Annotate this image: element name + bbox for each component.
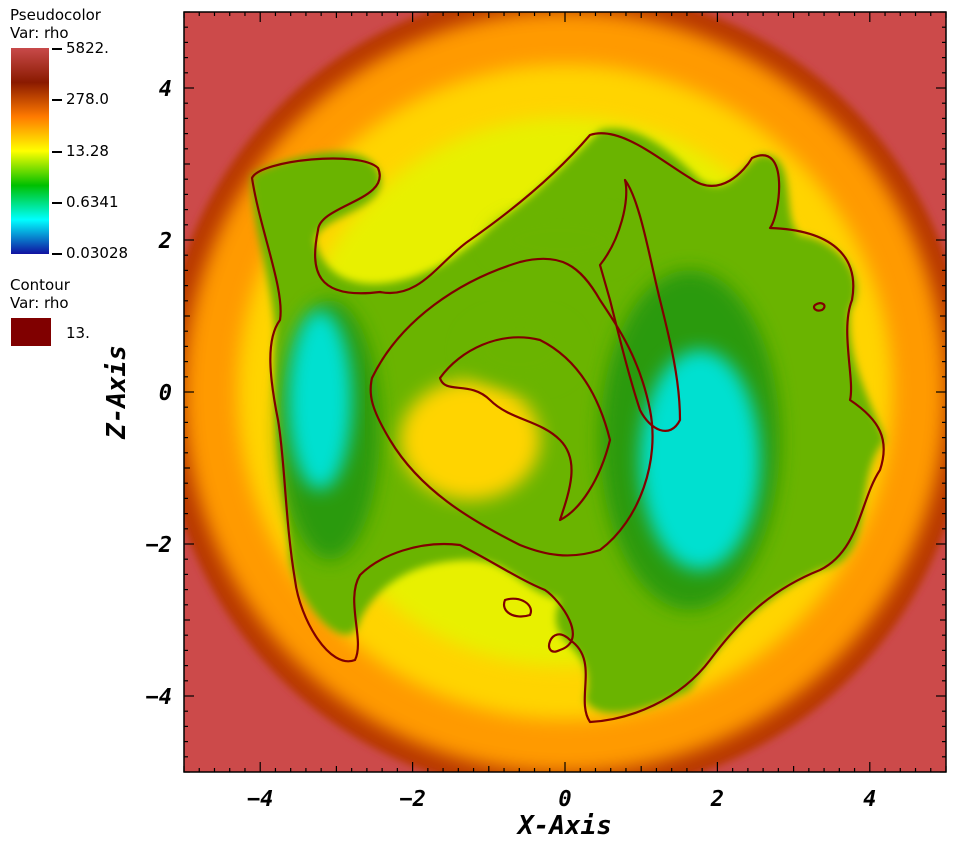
colorbar-tick-label: 13.28 (66, 142, 109, 160)
x-tick-label: −4 (247, 787, 274, 812)
contour-legend-title: Contour (10, 276, 70, 294)
pseudocolor-legend-title: Pseudocolor (10, 6, 101, 24)
x-axis-title: X-Axis (516, 811, 612, 841)
colorbar-tick-label: 0.6341 (66, 193, 119, 211)
colorbar-tick-mark (52, 202, 62, 204)
contour-lines (250, 132, 885, 724)
field-cyan-left (288, 310, 352, 490)
colorbar-tick-mark (52, 151, 62, 153)
field-green-arc (490, 210, 630, 270)
z-axis-title: Z-Axis (102, 345, 132, 440)
colorbar-tick-mark (52, 99, 62, 101)
axis-ticks (183, 11, 947, 773)
field-cyan-right (640, 350, 760, 570)
y-tick-label: 0 (159, 381, 172, 406)
colorbar-tick-mark (52, 253, 62, 255)
colorbar-tick-label: 278.0 (66, 90, 109, 108)
density-field (184, 12, 946, 772)
colorbar (11, 48, 49, 254)
x-tick-label: 4 (863, 787, 876, 812)
colorbar-tick-label: 5822. (66, 39, 109, 57)
contour-level-label: 13. (66, 324, 90, 342)
field-center-green (465, 315, 575, 385)
y-tick-label: −4 (146, 685, 173, 710)
colorbar-tick-label: 0.03028 (66, 244, 129, 262)
contour-center-swirl (438, 336, 612, 522)
y-tick-label: 2 (158, 229, 172, 254)
y-tick-label: −2 (146, 533, 173, 558)
x-tick-label: 2 (710, 787, 724, 812)
contour-legend-var: Var: rho (10, 294, 69, 312)
contour-islet (812, 302, 826, 312)
legend: Pseudocolor Var: rho 5822. 278.0 13.28 0… (0, 0, 175, 360)
contour-main (250, 132, 885, 724)
contour-color-swatch (11, 318, 51, 346)
contour-island (502, 597, 533, 618)
x-tick-label: 0 (558, 787, 571, 812)
x-tick-label: −2 (399, 787, 426, 812)
field-center-swirl (400, 380, 540, 500)
contour-filament (598, 178, 682, 432)
y-tick-label: 4 (159, 77, 172, 102)
contour-inner-arm (369, 257, 654, 557)
colorbar-tick-mark (52, 48, 62, 50)
pseudocolor-legend-var: Var: rho (10, 24, 69, 42)
